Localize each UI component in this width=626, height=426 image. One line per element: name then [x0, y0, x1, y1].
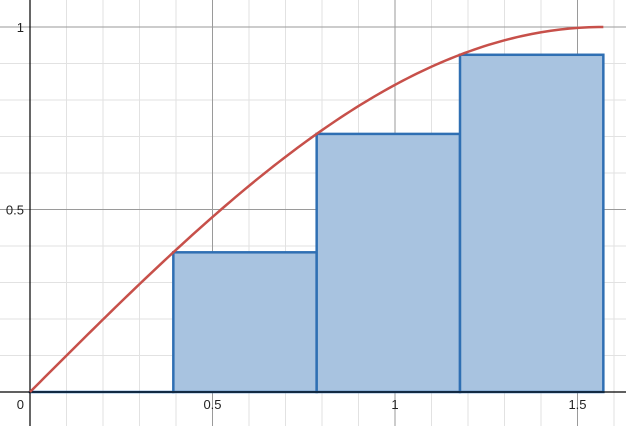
tick-labels: 0.5 1 1.5 0.5 1 0 [6, 20, 587, 412]
y-tick-label: 0.5 [6, 203, 24, 218]
x-tick-label: 1 [391, 397, 398, 412]
bar-2 [172, 251, 318, 394]
origin-label: 0 [17, 397, 24, 412]
bar-3 [315, 132, 462, 394]
bar-4 [458, 53, 605, 394]
bar-series [28, 53, 605, 394]
x-tick-label: 1.5 [568, 397, 586, 412]
sine-curve [29, 25, 604, 393]
curve-layer [29, 25, 604, 393]
x-tick-label: 0.5 [203, 397, 221, 412]
y-tick-label: 1 [17, 20, 24, 35]
